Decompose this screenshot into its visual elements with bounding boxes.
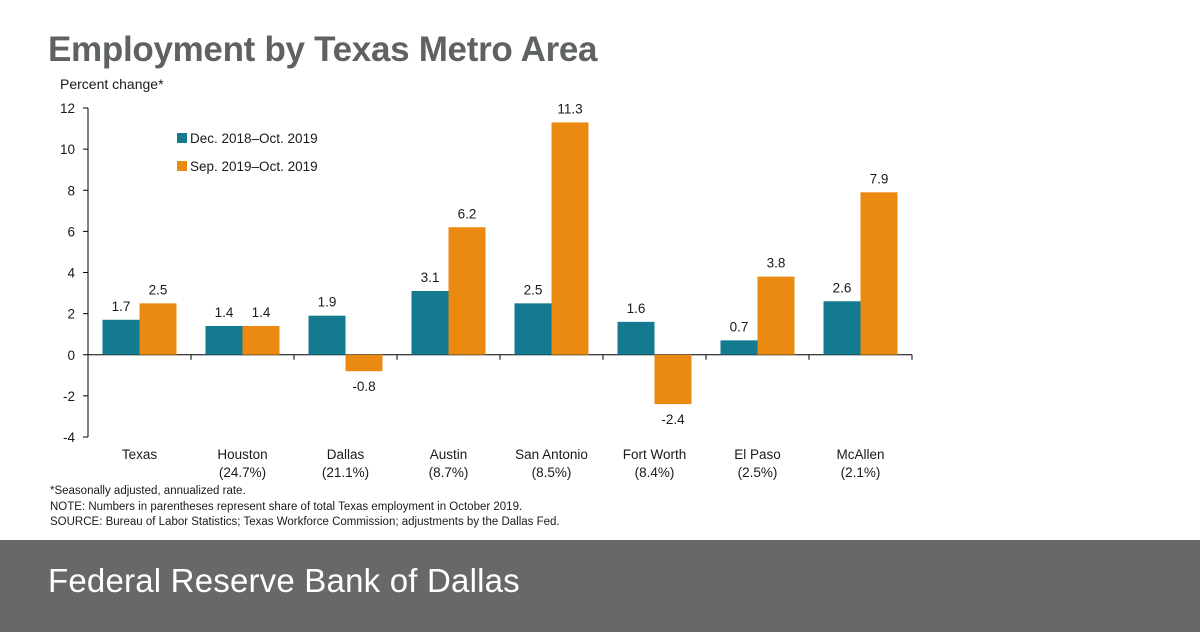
x-category-label: McAllen [836,447,884,462]
data-label: 1.6 [627,301,646,316]
bar-annual-fort-worth [617,321,655,355]
data-label: 1.4 [215,305,234,320]
x-category-share: (2.5%) [738,465,778,480]
bar-annual-austin [411,291,449,355]
y-tick-label: 8 [67,183,75,198]
y-tick-label: 12 [60,101,75,116]
bar-monthly-houston [242,325,280,355]
y-tick-label: 2 [67,307,75,322]
y-tick-label: 0 [67,348,75,363]
data-label: 1.9 [318,295,337,310]
legend-swatch [177,133,187,143]
x-category-share: (8.7%) [429,465,469,480]
data-label: 6.2 [458,206,477,221]
bar-annual-dallas [308,315,346,355]
chart-notes: *Seasonally adjusted, annualized rate. N… [50,484,560,531]
bar-annual-san-antonio [514,303,552,355]
footnote-note: NOTE: Numbers in parentheses represent s… [50,500,523,513]
x-category-share: (2.1%) [841,465,881,480]
x-category-label: Texas [122,447,158,462]
y-axis-label: Percent change* [60,76,164,92]
legend-label: Dec. 2018–Oct. 2019 [190,131,318,146]
bar-monthly-fort-worth [654,354,692,405]
x-category-share: (21.1%) [322,465,369,480]
bar-annual-mcallen [823,301,861,355]
x-category-share: (24.7%) [219,465,266,480]
data-label: 1.4 [252,305,271,320]
x-category-label: Austin [430,447,468,462]
x-category-share: (8.5%) [532,465,572,480]
data-label: 0.7 [730,319,749,334]
y-tick-label: -4 [63,430,75,445]
data-label: 7.9 [870,171,889,186]
x-category-share: (8.4%) [635,465,675,480]
bar-monthly-dallas [345,354,383,372]
bar-annual-houston [205,325,243,355]
legend-label: Sep. 2019–Oct. 2019 [190,159,318,174]
data-label: 2.5 [149,282,168,297]
bar-monthly-mcallen [860,192,898,355]
x-category-label: Fort Worth [623,447,687,462]
data-label: 11.3 [557,101,582,116]
chart-title: Employment by Texas Metro Area [48,30,598,69]
data-label: -0.8 [352,379,375,394]
footer-bar: Federal Reserve Bank of Dallas [0,540,1200,632]
y-tick-label: 6 [67,224,75,239]
bar-annual-texas [102,319,140,355]
bar-annual-el-paso [720,340,758,355]
footer-brand: Federal Reserve Bank of Dallas [48,562,520,599]
y-tick-label: 10 [60,142,75,157]
data-label: 3.1 [421,270,440,285]
data-label: -2.4 [661,412,685,427]
data-label: 3.8 [767,256,786,271]
x-category-label: Houston [217,447,267,462]
bar-monthly-san-antonio [551,122,589,355]
footnote-seasonal: *Seasonally adjusted, annualized rate. [50,485,246,497]
bar-chart: -4 -2 0 2 4 6 8 10 12 1.7 2.5 Texas 1.4 1.4 Houston (24… [60,101,913,480]
x-category-label: Dallas [327,447,365,462]
y-tick-label: -2 [63,389,75,404]
y-tick-label: 4 [67,266,75,281]
footnote-source: SOURCE: Bureau of Labor Statistics; Texa… [50,516,560,528]
legend-swatch [177,161,187,171]
data-label: 2.5 [524,282,543,297]
bar-monthly-austin [448,227,486,355]
data-label: 1.7 [112,299,131,314]
x-category-label: San Antonio [515,447,588,462]
x-category-label: El Paso [734,447,781,462]
data-label: 2.6 [833,280,852,295]
bar-monthly-el-paso [757,276,795,355]
bar-monthly-texas [139,303,177,355]
